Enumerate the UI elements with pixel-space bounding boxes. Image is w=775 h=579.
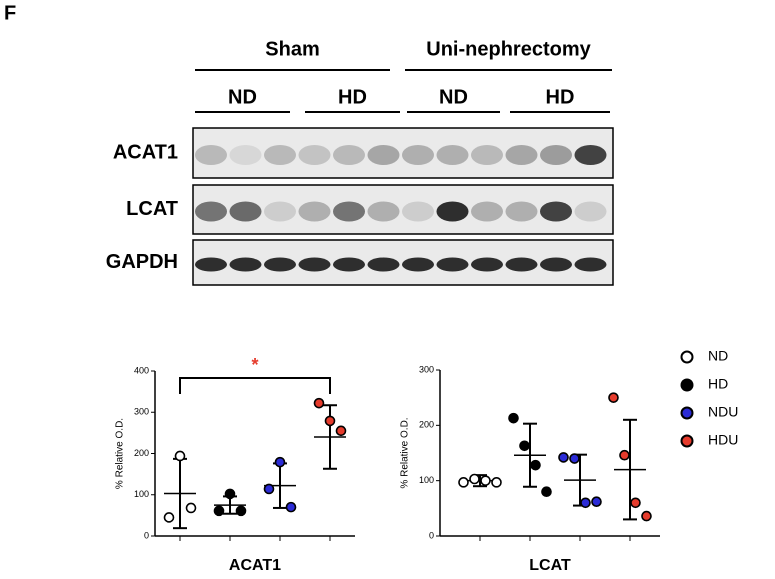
y-tick-label: 200 <box>419 420 434 430</box>
data-point <box>480 475 491 486</box>
blot-band <box>229 201 262 222</box>
data-point <box>185 502 197 514</box>
blot-band <box>436 201 469 222</box>
blot-band <box>367 201 400 222</box>
data-point <box>541 486 552 498</box>
y-tick-label: 400 <box>134 365 149 375</box>
blot-band <box>264 145 296 165</box>
blot-band <box>505 145 538 165</box>
blot-band <box>402 145 434 165</box>
blot-band <box>574 201 607 222</box>
data-point <box>558 452 569 463</box>
data-point <box>508 412 519 424</box>
group-label: Uni-nephrectomy <box>426 38 591 60</box>
data-point <box>174 450 186 462</box>
significance-label: * <box>251 355 258 375</box>
blot-band <box>505 201 538 222</box>
data-point <box>324 415 336 427</box>
blot-band <box>195 145 227 165</box>
blot-band <box>298 257 331 272</box>
y-tick-label: 100 <box>419 475 434 485</box>
legend-marker <box>680 378 694 392</box>
x-axis-label: ACAT1 <box>229 557 281 574</box>
legend-marker <box>680 406 694 420</box>
blot-row-label: GAPDH <box>106 251 178 273</box>
y-tick-label: 200 <box>134 448 149 458</box>
data-point <box>608 392 619 403</box>
blot-band <box>264 257 296 272</box>
blot-band <box>333 257 365 272</box>
subgroup-label: ND <box>439 86 468 108</box>
blot-band <box>540 201 572 222</box>
legend-marker <box>680 434 694 448</box>
blot-band <box>540 257 572 272</box>
blot-band <box>505 257 538 272</box>
data-point <box>491 477 502 488</box>
blot-row-label: ACAT1 <box>113 141 178 163</box>
data-point <box>530 459 541 471</box>
blot-band <box>436 257 469 272</box>
blot-band <box>471 201 503 222</box>
data-point <box>235 505 247 517</box>
data-point <box>569 453 580 464</box>
panel-label: F <box>4 2 16 24</box>
data-point <box>263 483 275 495</box>
blot-band <box>333 145 365 165</box>
blot-band <box>402 201 434 222</box>
data-point <box>630 497 641 509</box>
blot-band <box>229 257 262 272</box>
data-point <box>163 512 175 523</box>
blot-band <box>298 145 331 165</box>
subgroup-label: HD <box>338 86 367 108</box>
blot-band <box>195 257 227 272</box>
data-point <box>619 449 630 461</box>
blot-band <box>367 145 400 165</box>
blot-band <box>229 145 262 165</box>
x-axis-label: LCAT <box>529 557 571 574</box>
blot-band <box>574 145 607 165</box>
significance-bracket <box>179 377 331 394</box>
data-point <box>224 488 236 500</box>
data-point <box>458 477 469 488</box>
data-point <box>213 505 225 517</box>
y-axis-label: % Relative O.D. <box>115 418 126 489</box>
data-point <box>519 440 530 452</box>
blot-band <box>367 257 400 272</box>
data-point <box>469 473 480 485</box>
blot-band <box>436 145 469 165</box>
y-tick-label: 0 <box>144 530 149 540</box>
blot-band <box>574 257 607 272</box>
subgroup-label: HD <box>546 86 575 108</box>
data-point <box>641 510 652 522</box>
subgroup-label: ND <box>228 86 257 108</box>
legend-label: HD <box>708 376 728 392</box>
legend-label: NDU <box>708 404 738 420</box>
y-axis-label: % Relative O.D. <box>400 417 411 488</box>
blot-row-label: LCAT <box>126 198 178 220</box>
legend-marker <box>680 350 694 364</box>
data-point <box>285 501 297 513</box>
blot-band <box>540 145 572 165</box>
blot-band <box>471 145 503 165</box>
blot-band <box>264 201 296 222</box>
blot-band <box>195 201 227 222</box>
y-tick-label: 100 <box>134 489 149 499</box>
group-label: Sham <box>265 38 319 60</box>
y-tick-label: 0 <box>429 530 434 540</box>
blot-band <box>298 201 331 222</box>
data-point <box>274 456 286 468</box>
legend-label: ND <box>708 348 728 364</box>
blot-band <box>471 257 503 272</box>
data-point <box>591 496 602 507</box>
y-tick-label: 300 <box>134 407 149 417</box>
blot-band <box>402 257 434 272</box>
y-tick-label: 300 <box>419 364 434 374</box>
data-point <box>313 397 325 409</box>
data-point <box>580 497 591 509</box>
data-point <box>335 425 347 437</box>
blot-band <box>333 201 365 222</box>
legend-label: HDU <box>708 432 738 448</box>
